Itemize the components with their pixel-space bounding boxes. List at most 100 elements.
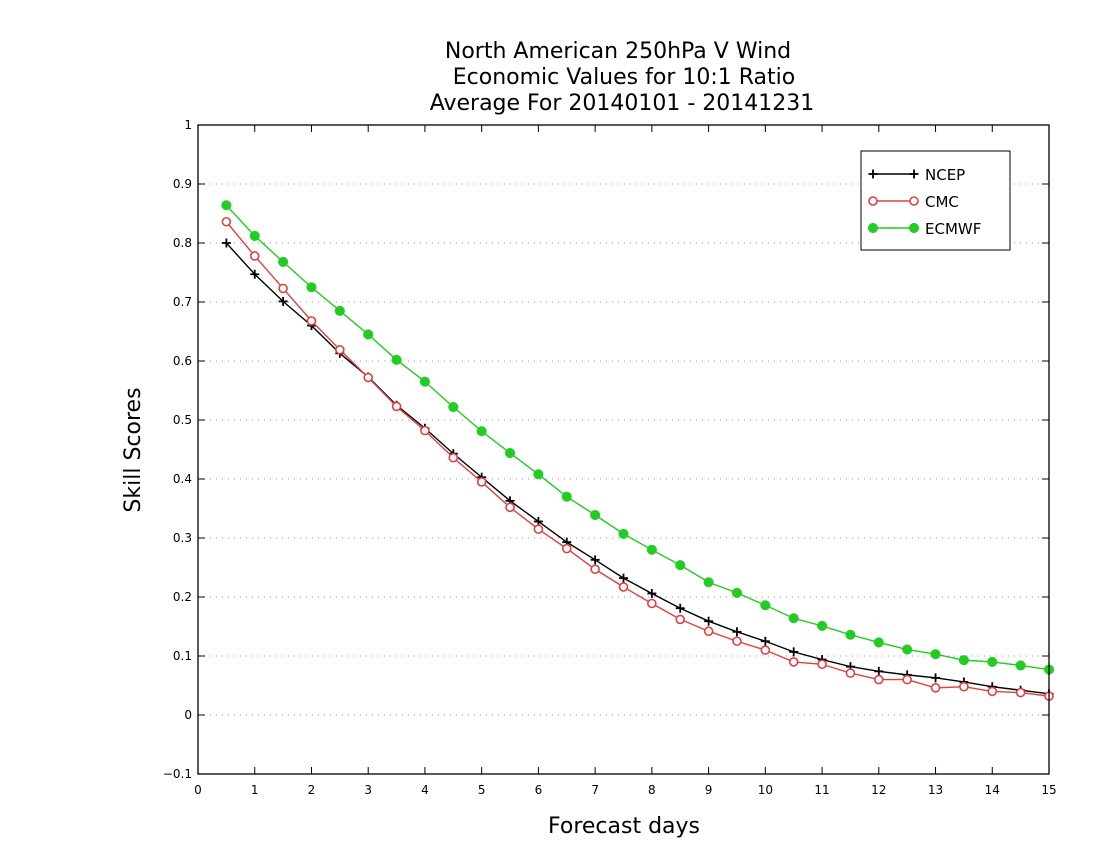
legend-marker-ncep — [909, 169, 919, 179]
legend-label-ncep: NCEP — [925, 166, 965, 184]
data-point-ecmwf — [675, 560, 686, 571]
data-point-ecmwf — [958, 655, 969, 666]
data-point-ecmwf — [533, 469, 544, 480]
legend-marker-ecmwf — [908, 222, 920, 234]
y-tick-label: 0.5 — [173, 413, 192, 427]
x-tick-label: 6 — [535, 783, 543, 797]
data-point-ecmwf — [788, 613, 799, 624]
data-point-cmc — [561, 543, 572, 554]
data-point-ecmwf — [249, 230, 260, 241]
data-point-ecmwf — [930, 649, 941, 660]
data-point-ecmwf — [476, 426, 487, 437]
y-tick-label: −0.1 — [163, 767, 192, 781]
data-point-cmc — [987, 686, 998, 697]
legend-marker-ecmwf — [867, 222, 879, 234]
series-line-ncep — [225, 242, 1050, 695]
title-line-3: Average For 20140101 - 20141231 — [430, 91, 815, 116]
y-axis-label: Skill Scores — [121, 387, 146, 512]
data-point-cmc — [505, 502, 515, 513]
data-point-ecmwf — [817, 620, 828, 631]
y-tick-label: 0.3 — [173, 531, 192, 545]
y-tick-label: 0.7 — [173, 295, 192, 309]
series-cmc — [221, 216, 1054, 701]
data-point-cmc — [732, 636, 742, 647]
y-tick-label: 0.4 — [173, 472, 192, 486]
x-tick-label: 8 — [648, 783, 656, 797]
data-point-cmc — [618, 582, 629, 592]
plot-frame — [197, 124, 1050, 775]
data-point-cmc — [788, 657, 799, 667]
y-tick-label: 0.9 — [173, 177, 192, 191]
x-tick-label: 0 — [194, 783, 202, 797]
y-tick-label: 0 — [184, 708, 192, 722]
data-point-cmc — [533, 524, 544, 534]
y-tick-label: 0.6 — [173, 354, 192, 368]
series-line-ecmwf — [225, 204, 1050, 671]
legend-label-ecmwf: ECMWF — [925, 220, 981, 238]
data-point-ncep — [221, 238, 231, 248]
data-point-ncep — [789, 647, 799, 657]
data-point-cmc — [873, 674, 884, 685]
x-tick-label: 4 — [421, 783, 429, 797]
data-point-ncep — [704, 616, 714, 626]
title-line-1: North American 250hPa V Wind — [445, 39, 791, 64]
chart-title: North American 250hPa V Wind Economic Va… — [430, 39, 815, 116]
data-point-ecmwf — [504, 447, 516, 459]
data-point-ncep — [760, 636, 770, 646]
data-point-ecmwf — [731, 587, 743, 598]
data-point-cmc — [845, 668, 856, 678]
data-point-cmc — [221, 216, 232, 227]
x-tick-label: 2 — [308, 783, 316, 797]
data-point-ecmwf — [902, 644, 913, 655]
data-point-ecmwf — [306, 282, 317, 293]
data-point-ecmwf — [760, 600, 771, 611]
y-tick-label: 0.1 — [173, 649, 192, 663]
legend-marker-ncep — [868, 169, 878, 179]
data-point-ecmwf — [1015, 660, 1026, 671]
data-point-ecmwf — [391, 354, 402, 365]
y-tick-label: 1 — [184, 118, 192, 132]
data-point-ecmwf — [334, 305, 345, 316]
data-point-ncep — [931, 673, 941, 683]
data-point-ecmwf — [618, 528, 629, 539]
x-tick-label: 14 — [985, 783, 1000, 797]
x-tick-label: 10 — [758, 783, 773, 797]
data-point-ecmwf — [221, 200, 232, 211]
axis-ticks — [197, 124, 1050, 775]
data-point-cmc — [306, 316, 317, 326]
data-point-cmc — [391, 401, 402, 412]
data-point-ncep — [619, 573, 628, 583]
title-line-2: Economic Values for 10:1 Ratio — [453, 65, 795, 90]
data-point-cmc — [249, 251, 260, 261]
data-point-cmc — [760, 645, 771, 655]
data-point-cmc — [278, 283, 288, 294]
series-ecmwf — [221, 200, 1055, 675]
data-point-cmc — [1015, 687, 1026, 698]
data-point-cmc — [363, 372, 374, 383]
x-tick-label: 9 — [705, 783, 713, 797]
data-point-ecmwf — [419, 376, 430, 387]
data-point-cmc — [703, 626, 714, 637]
data-series — [221, 200, 1055, 701]
data-point-cmc — [590, 564, 600, 575]
legend-marker-cmc — [909, 196, 919, 206]
data-point-ecmwf — [845, 629, 856, 640]
data-point-ncep — [250, 269, 260, 279]
y-tick-label: 0.8 — [173, 236, 192, 250]
x-tick-label: 5 — [478, 783, 486, 797]
legend: NCEP CMC ECMWF — [860, 150, 1011, 251]
data-point-cmc — [930, 683, 941, 693]
data-point-cmc — [448, 452, 459, 463]
x-axis-label: Forecast days — [548, 814, 700, 839]
data-point-ecmwf — [590, 509, 601, 521]
data-point-ecmwf — [278, 256, 289, 267]
data-point-ncep — [590, 555, 600, 565]
series-line-cmc — [225, 221, 1050, 697]
data-point-cmc — [335, 344, 345, 355]
x-tick-label: 1 — [251, 783, 259, 797]
legend-marker-cmc — [868, 196, 878, 206]
data-point-ncep — [732, 627, 742, 637]
x-tick-label: 3 — [364, 783, 372, 797]
x-tick-label: 12 — [871, 783, 886, 797]
